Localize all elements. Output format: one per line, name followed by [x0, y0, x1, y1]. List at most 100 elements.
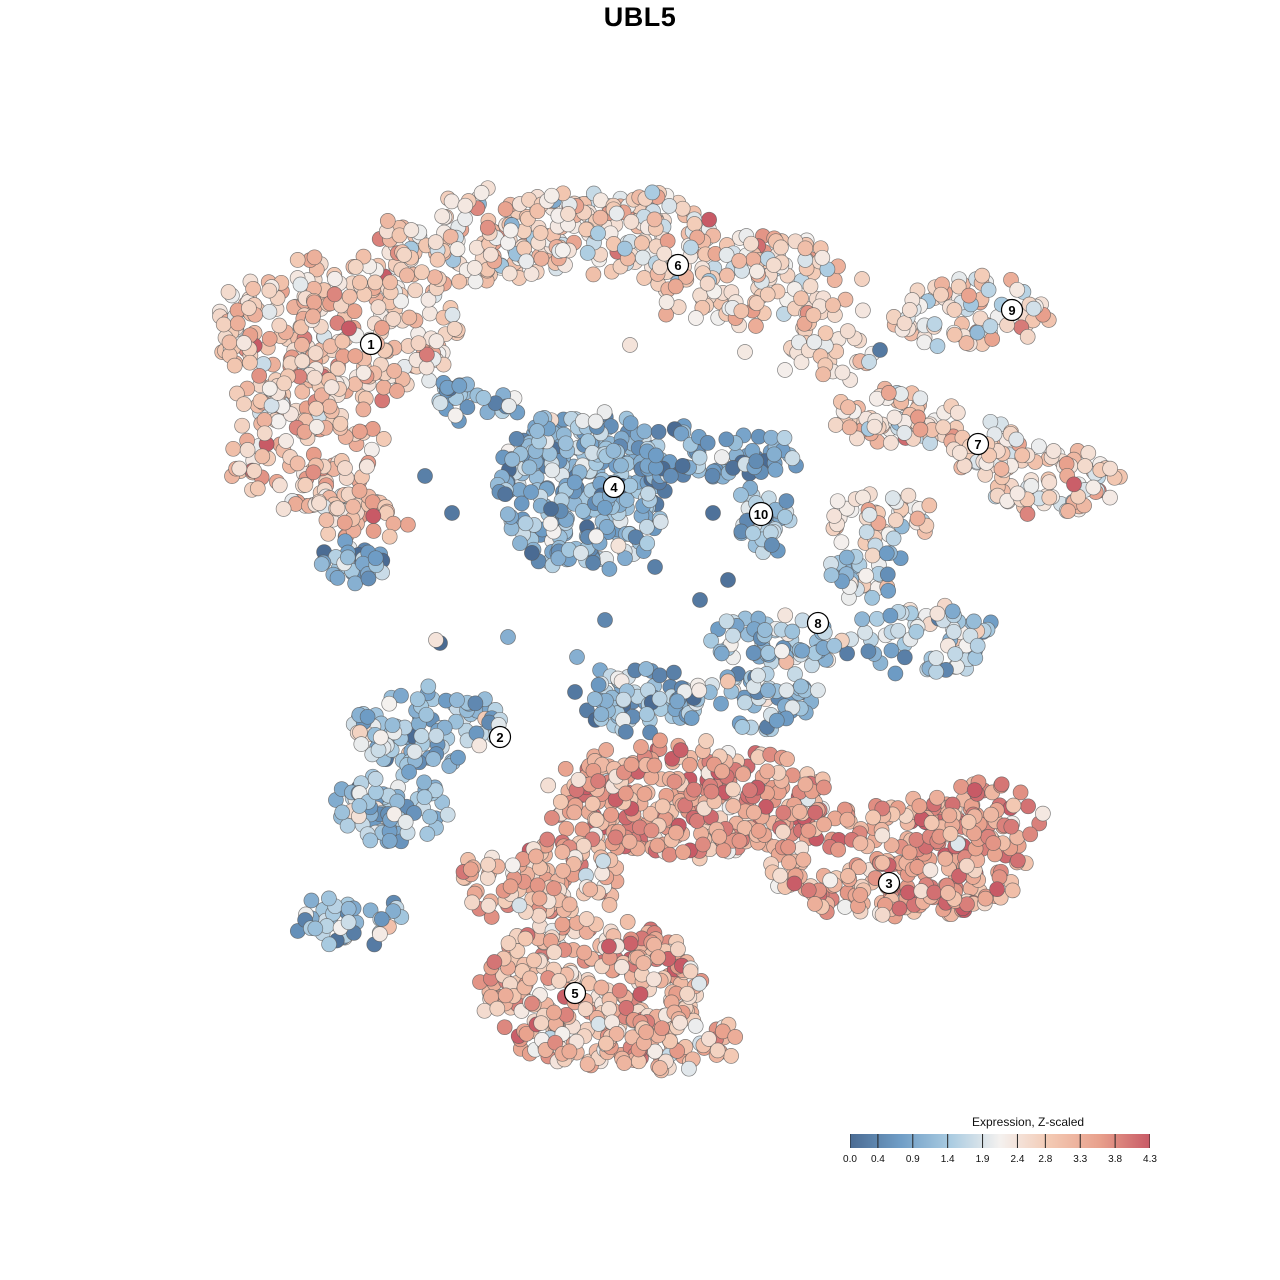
cell-point [226, 357, 243, 374]
cell-point [781, 854, 797, 871]
cell-point [531, 890, 548, 907]
cell-point [593, 706, 610, 723]
cell-point [385, 515, 402, 532]
cell-point [1005, 797, 1022, 814]
cell-point [840, 868, 856, 884]
cell-point [944, 603, 961, 620]
cell-point [911, 798, 928, 814]
cell-point [554, 242, 571, 259]
cell-point [622, 337, 638, 353]
cell-point [449, 692, 465, 708]
cell-point [307, 345, 324, 362]
cell-point [462, 861, 479, 878]
cell-point [642, 805, 659, 822]
cell-point [239, 442, 256, 458]
cell-point [511, 897, 528, 914]
cell-point [231, 460, 248, 477]
cell-point [947, 646, 964, 662]
cell-point [305, 308, 321, 325]
cell-point [308, 419, 325, 435]
cell-point [840, 399, 856, 416]
cell-point [499, 506, 516, 523]
cell-point [241, 300, 257, 316]
cell-point [595, 853, 611, 869]
cell-point [810, 682, 826, 699]
cell-point [748, 318, 764, 334]
cell-point [670, 941, 686, 958]
cell-point [777, 607, 794, 624]
cell-point [546, 880, 562, 897]
cell-point [379, 213, 396, 229]
cell-point [482, 246, 499, 263]
cell-point [623, 213, 640, 230]
cell-point [764, 537, 780, 553]
legend-tick-label: 1.9 [975, 1154, 990, 1165]
cell-point [715, 842, 732, 859]
cell-point [355, 401, 372, 418]
cell-point [686, 781, 702, 798]
cell-point [289, 455, 306, 472]
cell-point [271, 477, 288, 494]
cell-point [669, 693, 686, 710]
cell-point [748, 295, 765, 312]
cell-point [516, 240, 533, 257]
cell-point [885, 530, 902, 547]
cell-point [701, 211, 717, 228]
cell-point [413, 728, 430, 744]
cell-point [576, 944, 593, 961]
cell-point [822, 872, 839, 889]
cell-point [683, 239, 699, 256]
cell-point [901, 844, 918, 861]
cell-point [1014, 447, 1031, 464]
cell-point [393, 293, 409, 310]
cell-point [508, 431, 525, 447]
cell-point [543, 187, 560, 204]
cell-point [633, 739, 649, 755]
cell-point [588, 528, 605, 545]
color-legend: Expression, Z-scaled 0.0 0.4 0.9 1.4 1.9 2.4 2… [836, 1114, 1176, 1174]
cell-point [718, 613, 735, 630]
cell-point [261, 380, 278, 397]
cell-point [960, 814, 977, 830]
cell-point [688, 310, 704, 326]
cell-point [886, 409, 903, 426]
cell-point [249, 480, 266, 497]
svg-text:5: 5 [571, 986, 578, 1001]
cell-point [922, 435, 938, 451]
cell-point [921, 497, 938, 514]
cell-point [950, 278, 967, 295]
cell-point [880, 582, 897, 599]
cell-point [592, 209, 609, 226]
cell-point [428, 727, 445, 744]
cell-point [587, 413, 604, 430]
cell-point [278, 433, 294, 449]
cell-point [332, 415, 349, 432]
cell-point [471, 737, 488, 754]
cell-point [691, 682, 708, 699]
cell-point [774, 643, 790, 660]
cell-point [597, 612, 613, 628]
cell-point [306, 369, 323, 386]
cell-point [1003, 818, 1020, 835]
cell-point [560, 206, 576, 222]
cell-point [896, 425, 913, 441]
cell-point [949, 404, 966, 421]
cell-point [337, 460, 353, 476]
cell-point [757, 622, 773, 638]
cell-point [699, 275, 716, 292]
cell-point [667, 278, 684, 295]
cell-point [588, 811, 605, 828]
cell-point [427, 234, 444, 250]
cell-point [1025, 300, 1042, 317]
cell-point [256, 425, 273, 442]
cell-point [937, 850, 954, 867]
cell-point [444, 306, 461, 323]
cell-point [916, 334, 933, 351]
cell-point [793, 354, 810, 371]
cell-point [674, 200, 691, 217]
cell-point [444, 505, 460, 521]
cell-point [638, 1024, 654, 1040]
cell-point [777, 509, 793, 525]
cell-point [883, 642, 900, 659]
